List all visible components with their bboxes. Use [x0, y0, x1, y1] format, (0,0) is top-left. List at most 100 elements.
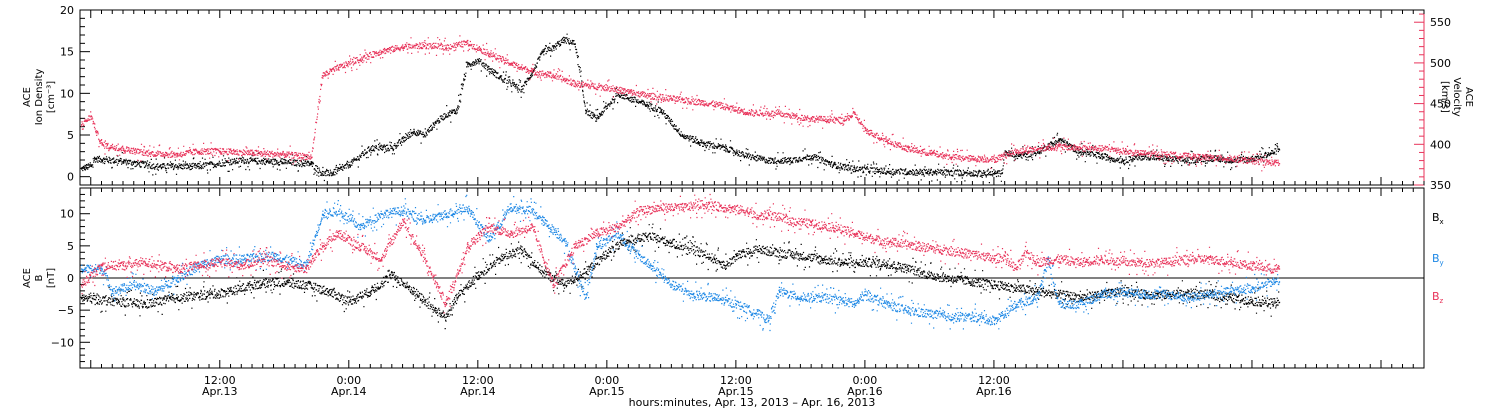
velocity-axis-title-line1: ACE	[1463, 87, 1474, 107]
data-point	[1101, 258, 1103, 261]
data-point	[682, 99, 684, 101]
data-point	[854, 303, 856, 306]
density-axis-title-line2: Ion Density	[34, 69, 45, 126]
data-point	[1208, 157, 1211, 159]
data-point	[897, 242, 899, 244]
data-point	[123, 148, 125, 150]
data-point	[789, 220, 791, 222]
x-tick-time: 0:00	[336, 374, 361, 387]
data-point	[305, 284, 308, 286]
data-point	[703, 204, 705, 206]
data-point	[284, 154, 286, 156]
data-point	[553, 47, 555, 49]
data-point	[81, 168, 83, 170]
data-point	[553, 75, 555, 77]
data-point	[596, 233, 598, 235]
data-point	[950, 156, 953, 158]
velocity-axis-title-line2: Velocity	[1451, 77, 1462, 116]
x-tick-date: Apr.15	[589, 385, 625, 398]
data-point	[1144, 261, 1146, 264]
data-point	[972, 281, 974, 283]
y-tick-label: 500	[1430, 57, 1451, 70]
data-point	[402, 220, 404, 222]
series-Bz	[81, 193, 1281, 314]
data-point	[821, 297, 824, 299]
data-point	[542, 220, 544, 222]
data-point	[456, 110, 458, 112]
data-point	[1058, 145, 1060, 148]
field-axis-title-line3: [nT]	[46, 268, 57, 288]
data-point	[1079, 261, 1082, 264]
data-point	[563, 239, 566, 241]
scatter-points	[81, 35, 1280, 172]
data-point	[649, 95, 652, 97]
time-axis-ticks: 12:00Apr.130:00Apr.1412:00Apr.140:00Apr.…	[79, 10, 1425, 398]
data-point	[305, 265, 308, 267]
data-point	[918, 245, 920, 248]
data-point	[929, 171, 931, 173]
data-point	[972, 172, 974, 174]
data-point	[854, 168, 856, 170]
data-point	[332, 172, 334, 174]
data-point	[488, 68, 490, 70]
y-tick-label: 10	[60, 87, 74, 100]
data-point	[961, 252, 963, 254]
x-tick-date: Apr.16	[976, 385, 1012, 398]
data-point	[692, 294, 695, 296]
data-point	[1230, 160, 1232, 162]
data-point	[843, 119, 845, 122]
data-point	[1015, 150, 1017, 153]
data-point	[617, 233, 619, 235]
data-point	[1251, 265, 1254, 267]
data-point	[757, 313, 759, 315]
data-point	[553, 284, 555, 286]
field-axis-title: ACE B [nT]	[22, 268, 57, 288]
data-point	[1278, 268, 1281, 270]
x-tick-time: 0:00	[594, 374, 619, 387]
density-axis-title-line3: [cm⁻³]	[46, 81, 57, 113]
x-tick-time: 0:00	[853, 374, 878, 387]
data-point	[811, 223, 813, 225]
y-tick-label: 400	[1430, 138, 1451, 151]
data-point	[402, 210, 404, 212]
data-point	[176, 268, 179, 270]
data-point	[467, 245, 469, 248]
legend-bx: Bx	[1432, 211, 1444, 226]
data-point	[1079, 147, 1082, 149]
data-point	[682, 207, 684, 209]
data-point	[467, 207, 469, 209]
data-point	[81, 284, 83, 286]
data-point	[1015, 303, 1017, 306]
x-tick-time: 12:00	[204, 374, 236, 387]
data-point	[563, 39, 566, 41]
data-point	[1133, 152, 1135, 154]
data-point	[886, 303, 888, 306]
data-point	[101, 268, 103, 270]
data-point	[1165, 261, 1168, 264]
data-point	[445, 46, 447, 48]
data-point	[520, 249, 523, 251]
data-point	[434, 310, 437, 312]
data-point	[176, 278, 179, 280]
data-point	[198, 265, 200, 267]
data-point	[477, 274, 480, 277]
y-tick-label: 15	[60, 46, 74, 59]
data-point	[929, 313, 931, 315]
y-tick-label: −10	[51, 336, 74, 349]
data-point	[81, 268, 83, 270]
data-point	[940, 249, 942, 251]
data-point	[456, 297, 458, 299]
series-#e8335a	[81, 35, 1281, 172]
data-point	[531, 226, 533, 228]
data-point	[907, 148, 910, 150]
data-point	[886, 263, 888, 265]
velocity-axis-ticks: 350 400 450 500 550	[1414, 13, 1451, 192]
data-point	[252, 284, 254, 286]
legend: Bx By Bz	[1432, 211, 1444, 305]
data-point	[649, 236, 652, 238]
data-point	[800, 297, 802, 299]
data-point	[1187, 160, 1189, 162]
data-point	[477, 60, 480, 62]
series-#000000	[81, 33, 1281, 184]
data-point	[305, 268, 308, 270]
